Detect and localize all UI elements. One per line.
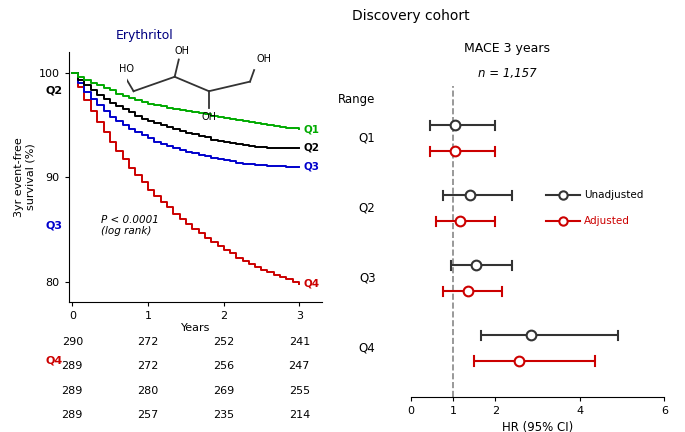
Text: Range: Range bbox=[338, 93, 375, 106]
Text: 257: 257 bbox=[137, 410, 158, 420]
Text: Adjusted: Adjusted bbox=[584, 216, 630, 226]
Text: 269: 269 bbox=[213, 386, 234, 396]
Text: 289: 289 bbox=[62, 386, 83, 396]
Text: Unadjusted: Unadjusted bbox=[584, 190, 644, 200]
Text: Q4: Q4 bbox=[359, 342, 375, 355]
Text: 241: 241 bbox=[288, 337, 310, 347]
Text: Q1: Q1 bbox=[359, 132, 375, 145]
X-axis label: Years: Years bbox=[181, 323, 210, 333]
Text: 280: 280 bbox=[137, 386, 158, 396]
Text: 272: 272 bbox=[137, 337, 159, 347]
Text: Discovery cohort: Discovery cohort bbox=[352, 9, 470, 22]
Text: Q1: Q1 bbox=[303, 124, 319, 134]
Text: OH: OH bbox=[174, 46, 189, 56]
Text: 255: 255 bbox=[288, 386, 310, 396]
Text: n = 1,157: n = 1,157 bbox=[478, 67, 536, 80]
Text: 256: 256 bbox=[213, 362, 234, 372]
Text: 214: 214 bbox=[288, 410, 310, 420]
Text: 247: 247 bbox=[288, 362, 310, 372]
Text: Q3: Q3 bbox=[303, 162, 319, 172]
Text: Q3: Q3 bbox=[359, 272, 375, 285]
Text: Q2: Q2 bbox=[303, 143, 319, 153]
Text: MACE 3 years: MACE 3 years bbox=[464, 42, 550, 55]
Text: 235: 235 bbox=[213, 410, 234, 420]
Text: 289: 289 bbox=[62, 410, 83, 420]
Text: P < 0.0001
(log rank): P < 0.0001 (log rank) bbox=[101, 215, 160, 236]
Y-axis label: 3yr event-free
survival (%): 3yr event-free survival (%) bbox=[14, 137, 36, 217]
Text: HO: HO bbox=[119, 64, 134, 74]
Text: OH: OH bbox=[201, 112, 216, 122]
Text: 252: 252 bbox=[213, 337, 234, 347]
Text: 290: 290 bbox=[62, 337, 83, 347]
Text: Q4: Q4 bbox=[46, 355, 63, 365]
Text: Erythritol: Erythritol bbox=[116, 29, 173, 42]
Text: 272: 272 bbox=[137, 362, 159, 372]
Text: OH: OH bbox=[257, 54, 272, 64]
Text: Q2: Q2 bbox=[46, 86, 63, 96]
Text: Q3: Q3 bbox=[46, 220, 63, 231]
Text: 289: 289 bbox=[62, 362, 83, 372]
Text: Q4: Q4 bbox=[303, 279, 319, 289]
X-axis label: HR (95% CI): HR (95% CI) bbox=[502, 421, 573, 432]
Text: Q2: Q2 bbox=[359, 202, 375, 215]
